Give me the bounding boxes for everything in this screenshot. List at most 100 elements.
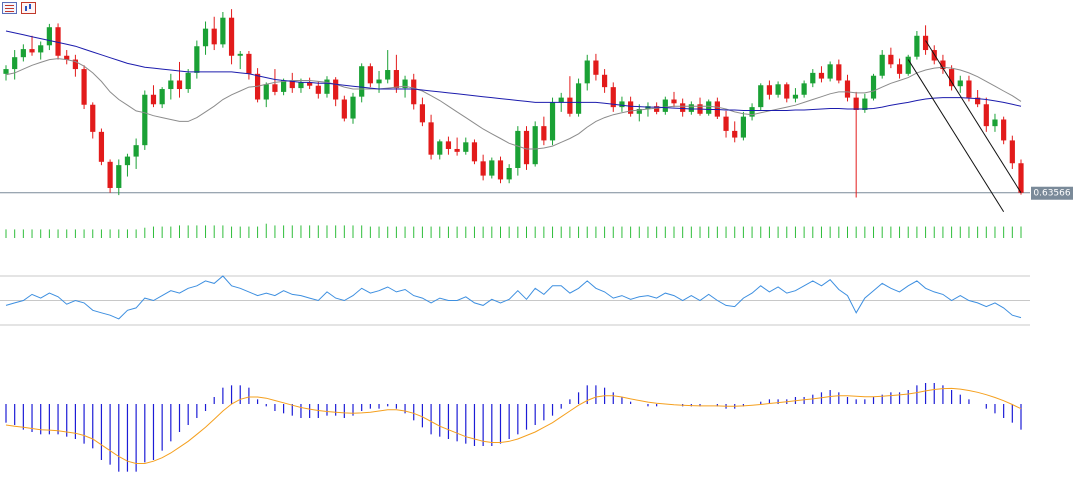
candle-body: [159, 89, 165, 105]
volume-pane: [5, 223, 1022, 238]
candle-body: [315, 85, 321, 94]
candle-body: [966, 80, 972, 98]
candle-body: [940, 60, 946, 70]
candle-body: [489, 160, 495, 176]
candle-body: [445, 141, 452, 149]
candle-body: [385, 70, 391, 80]
candle-body: [437, 141, 443, 155]
candle-body: [593, 60, 599, 75]
candle-body: [896, 64, 903, 74]
candle-body: [914, 35, 920, 57]
candle-body: [558, 97, 564, 103]
candle-body: [567, 97, 573, 114]
candle-body: [1018, 163, 1024, 193]
candle-body: [289, 80, 295, 89]
candle-body: [836, 64, 842, 81]
candle-body: [740, 116, 746, 138]
candle-body: [64, 55, 70, 60]
candle-body: [619, 101, 625, 108]
candle-body: [202, 28, 209, 47]
candle-body: [549, 102, 556, 141]
candle-body: [220, 17, 226, 45]
rsi-pane: [0, 275, 1030, 326]
candle-body: [506, 168, 512, 180]
candle-body: [463, 142, 469, 152]
candle-body: [237, 53, 243, 56]
candle-body: [55, 27, 61, 56]
chart-properties-icon[interactable]: [21, 2, 36, 14]
candle-body: [1001, 119, 1007, 141]
ma-slow-line: [5, 30, 1022, 111]
candle-body: [307, 82, 313, 86]
candle-body: [541, 126, 547, 141]
candle-body: [246, 53, 252, 74]
candle-body: [957, 80, 963, 87]
candle-body: [662, 99, 668, 112]
macd-signal-line: [5, 387, 1022, 464]
candle-body: [671, 99, 677, 104]
candle-body: [706, 101, 712, 114]
candle-body: [454, 148, 460, 152]
candle-body: [341, 99, 347, 119]
candle-body: [350, 96, 356, 119]
candle-body: [749, 107, 755, 117]
price-pane: [0, 9, 1030, 213]
candle-body: [844, 80, 851, 98]
candle-body: [263, 84, 269, 100]
candle-body: [758, 85, 764, 108]
candle-body: [90, 104, 96, 132]
candle-body: [367, 66, 373, 84]
candle-body: [133, 145, 139, 157]
candle-body: [827, 64, 833, 79]
candle-body: [515, 130, 521, 168]
candle-body: [29, 49, 35, 53]
candle-body: [20, 49, 26, 58]
candle-body: [680, 103, 686, 112]
channel-line: [907, 59, 1005, 213]
candle-body: [480, 161, 486, 176]
candle-body: [38, 45, 44, 53]
candle-body: [975, 97, 981, 105]
candle-body: [3, 69, 9, 74]
candle-body: [775, 84, 781, 95]
candle-body: [810, 72, 816, 84]
chart-toolbar: [2, 2, 36, 14]
candle-body: [419, 104, 426, 123]
candle-body: [194, 46, 200, 73]
candle-body: [654, 106, 660, 112]
candle-body: [801, 83, 807, 95]
candle-body: [792, 94, 799, 99]
candle-body: [784, 84, 790, 99]
candle-body: [992, 119, 998, 127]
candle-body: [46, 27, 52, 46]
ma-fast-line: [5, 58, 1022, 150]
candle-body: [142, 94, 148, 146]
candle-body: [610, 87, 616, 108]
indicator-list-icon[interactable]: [2, 2, 17, 14]
candle-body: [168, 80, 174, 90]
current-price-text: 0.63566: [1033, 189, 1070, 199]
candle-body: [523, 130, 530, 165]
current-price-label: 0.63566: [1031, 186, 1073, 200]
candle-body: [228, 17, 235, 56]
candle-body: [298, 82, 304, 89]
candle-body: [818, 72, 825, 79]
candle-body: [324, 79, 330, 94]
candle-body: [983, 104, 989, 127]
candle-body: [1009, 140, 1015, 164]
candle-body: [601, 74, 608, 88]
candle-body: [333, 79, 339, 100]
candle-body: [211, 28, 217, 45]
candle-body: [107, 161, 113, 188]
candle-body: [584, 60, 590, 84]
candle-body: [688, 104, 694, 112]
candle-body: [922, 35, 929, 51]
candle-body: [888, 54, 894, 65]
candle-body: [428, 122, 434, 155]
macd-pane: [5, 383, 1022, 472]
candle-body: [948, 69, 955, 87]
candle-body: [12, 57, 18, 70]
candle-body: [862, 98, 868, 110]
candle-body: [723, 116, 729, 131]
